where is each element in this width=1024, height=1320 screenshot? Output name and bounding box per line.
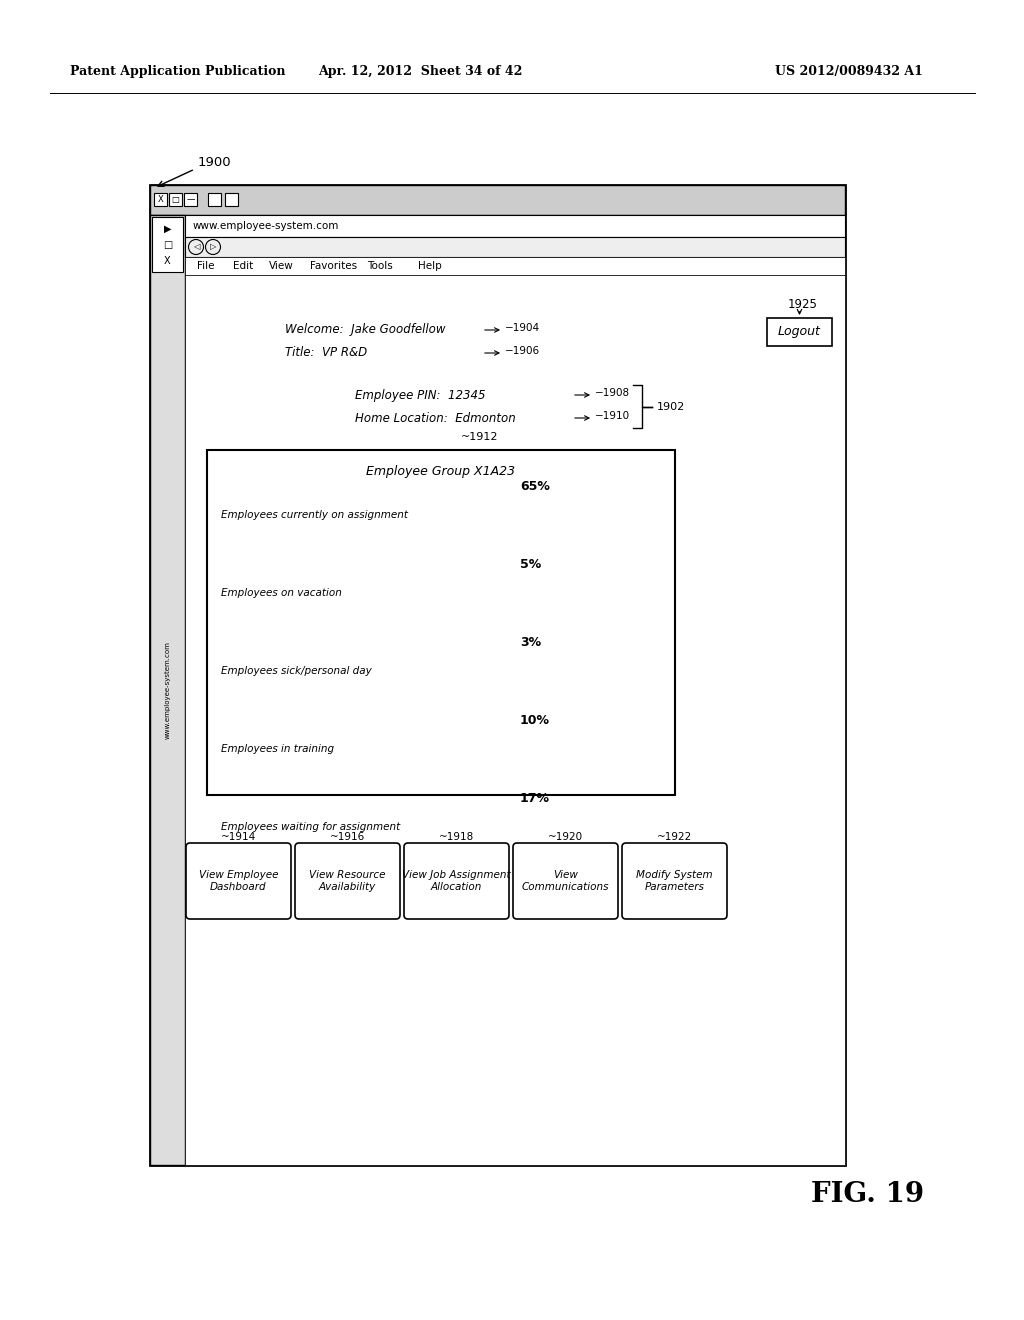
FancyBboxPatch shape [622, 843, 727, 919]
FancyBboxPatch shape [152, 216, 183, 272]
Text: ▶: ▶ [164, 224, 171, 234]
FancyBboxPatch shape [225, 193, 238, 206]
Text: −1910: −1910 [595, 411, 630, 421]
Text: ~1920: ~1920 [548, 832, 583, 842]
Text: Edit: Edit [233, 261, 253, 271]
Text: Modify System
Parameters: Modify System Parameters [636, 870, 713, 892]
Text: Title:  VP R&D: Title: VP R&D [285, 346, 368, 359]
FancyBboxPatch shape [513, 843, 618, 919]
Text: 1900: 1900 [198, 157, 231, 169]
Text: ~1914: ~1914 [221, 832, 256, 842]
Text: Employee PIN:  12345: Employee PIN: 12345 [355, 388, 485, 401]
FancyBboxPatch shape [186, 843, 291, 919]
Text: X: X [164, 256, 171, 267]
Text: ▷: ▷ [210, 243, 216, 252]
FancyBboxPatch shape [185, 257, 845, 275]
Text: □: □ [163, 240, 172, 249]
Text: 1925: 1925 [787, 297, 817, 310]
Text: 3%: 3% [520, 636, 541, 649]
Text: Help: Help [418, 261, 441, 271]
FancyBboxPatch shape [154, 193, 167, 206]
Text: 1902: 1902 [657, 401, 685, 412]
FancyBboxPatch shape [207, 450, 675, 795]
FancyBboxPatch shape [150, 215, 185, 1166]
Text: −1908: −1908 [595, 388, 630, 399]
FancyBboxPatch shape [767, 318, 831, 346]
Text: www.employee-system.com: www.employee-system.com [165, 642, 171, 739]
Text: X: X [158, 195, 164, 205]
Text: Employees sick/personal day: Employees sick/personal day [221, 667, 372, 676]
FancyBboxPatch shape [208, 193, 221, 206]
Text: Welcome:  Jake Goodfellow: Welcome: Jake Goodfellow [285, 323, 445, 337]
Text: Employees waiting for assignment: Employees waiting for assignment [221, 822, 400, 832]
Text: ~1918: ~1918 [439, 832, 474, 842]
Text: Logout: Logout [778, 326, 821, 338]
Text: −1904: −1904 [505, 323, 540, 333]
Text: FIG. 19: FIG. 19 [811, 1181, 925, 1209]
FancyBboxPatch shape [185, 275, 845, 1166]
Text: Tools: Tools [367, 261, 393, 271]
Text: Patent Application Publication: Patent Application Publication [70, 66, 286, 78]
Text: Apr. 12, 2012  Sheet 34 of 42: Apr. 12, 2012 Sheet 34 of 42 [317, 66, 522, 78]
Text: 10%: 10% [520, 714, 550, 727]
Text: www.employee-system.com: www.employee-system.com [193, 220, 339, 231]
Text: Employees in training: Employees in training [221, 744, 334, 754]
Text: ~1922: ~1922 [656, 832, 692, 842]
Text: —: — [186, 195, 195, 205]
Text: View
Communications: View Communications [522, 870, 609, 892]
FancyBboxPatch shape [185, 215, 845, 238]
Text: 5%: 5% [520, 558, 542, 572]
Text: −1906: −1906 [505, 346, 540, 356]
Text: Employees currently on assignment: Employees currently on assignment [221, 510, 408, 520]
Text: ◁: ◁ [193, 243, 200, 252]
FancyBboxPatch shape [169, 193, 182, 206]
Text: View Job Assignment
Allocation: View Job Assignment Allocation [402, 870, 511, 892]
Text: Employee Group X1A23: Employee Group X1A23 [367, 466, 515, 479]
FancyBboxPatch shape [150, 185, 845, 215]
Text: 17%: 17% [520, 792, 550, 805]
Text: Employees on vacation: Employees on vacation [221, 587, 342, 598]
Text: ~1912: ~1912 [461, 432, 499, 442]
FancyBboxPatch shape [184, 193, 197, 206]
Text: File: File [197, 261, 214, 271]
Text: 65%: 65% [520, 480, 550, 494]
Text: Favorites: Favorites [310, 261, 357, 271]
FancyBboxPatch shape [150, 185, 845, 1166]
Text: US 2012/0089432 A1: US 2012/0089432 A1 [775, 66, 923, 78]
FancyBboxPatch shape [185, 238, 845, 257]
Text: Home Location:  Edmonton: Home Location: Edmonton [355, 412, 516, 425]
Text: View: View [269, 261, 294, 271]
Text: ~1916: ~1916 [330, 832, 366, 842]
FancyBboxPatch shape [295, 843, 400, 919]
Text: View Employee
Dashboard: View Employee Dashboard [199, 870, 279, 892]
Text: View Resource
Availability: View Resource Availability [309, 870, 386, 892]
FancyBboxPatch shape [404, 843, 509, 919]
Text: □: □ [172, 195, 179, 205]
